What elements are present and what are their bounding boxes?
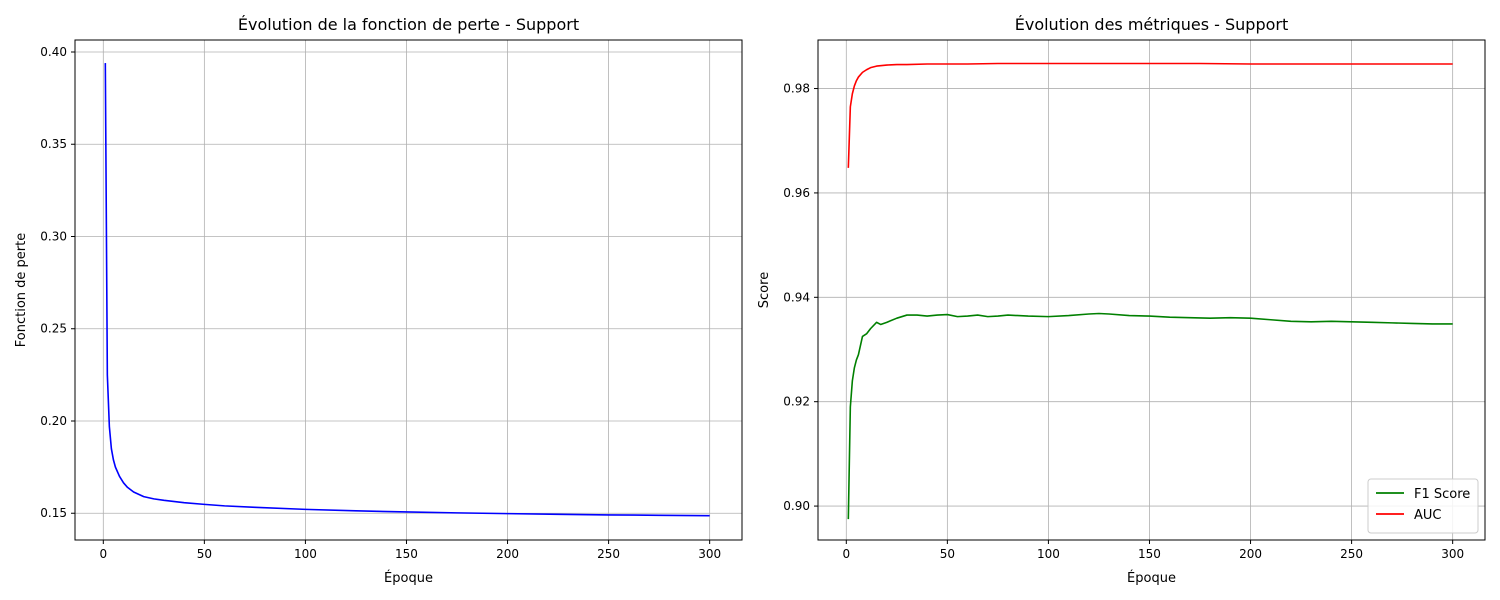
x-tick-label: 250: [1340, 547, 1363, 561]
y-tick-label: 0.30: [40, 229, 67, 243]
y-axis-label: Score: [757, 272, 772, 308]
x-tick-label: 200: [1239, 547, 1262, 561]
series-line-auc: [847, 62, 1453, 168]
legend: F1 Score AUC: [1367, 478, 1479, 534]
y-tick-label: 0.90: [783, 499, 810, 513]
x-tick-label: 50: [940, 547, 955, 561]
loss-chart: 0 50 100 150 200 250 300 0.15 0.20 0.25 0.30 0.35 0.…: [14, 15, 743, 586]
x-axis-label: Époque: [1127, 570, 1176, 586]
x-tick-label: 200: [496, 547, 519, 561]
y-tick-label: 0.98: [783, 82, 810, 96]
y-tick-label: 0.20: [40, 414, 67, 428]
y-tick-label: 0.40: [40, 45, 67, 59]
x-tick-label: 150: [1138, 547, 1161, 561]
x-tick-label: 150: [395, 547, 418, 561]
y-tick-label: 0.15: [40, 506, 67, 520]
plot-frame: [74, 39, 743, 541]
y-axis-label: Fonction de perte: [14, 233, 29, 347]
x-tick-label: 0: [99, 547, 107, 561]
legend-label: AUC: [1414, 508, 1442, 523]
y-tick-label: 0.92: [783, 395, 810, 409]
y-tick-label: 0.94: [783, 290, 810, 304]
x-tick-label: 300: [698, 547, 721, 561]
y-tick-label: 0.96: [783, 186, 810, 200]
x-tick-label: 300: [1441, 547, 1464, 561]
legend-label: F1 Score: [1414, 487, 1470, 502]
x-tick-label: 0: [842, 547, 850, 561]
y-tick-label: 0.35: [40, 137, 67, 151]
x-axis-label: Époque: [384, 570, 433, 586]
chart-title: Évolution de la fonction de perte - Supp…: [238, 15, 579, 34]
x-tick-label: 250: [597, 547, 620, 561]
y-tick-label: 0.25: [40, 322, 67, 336]
chart-title: Évolution des métriques - Support: [1015, 15, 1289, 34]
metrics-chart: 0 50 100 150 200 250 300 0.90 0.92 0.94 0.96 0.98 Év…: [757, 15, 1486, 586]
x-tick-label: 50: [197, 547, 212, 561]
plot-frame: [817, 39, 1486, 541]
x-tick-label: 100: [294, 547, 317, 561]
series-line-f1-score: [847, 312, 1453, 520]
x-tick-label: 100: [1037, 547, 1060, 561]
series-line-0: [104, 63, 710, 517]
